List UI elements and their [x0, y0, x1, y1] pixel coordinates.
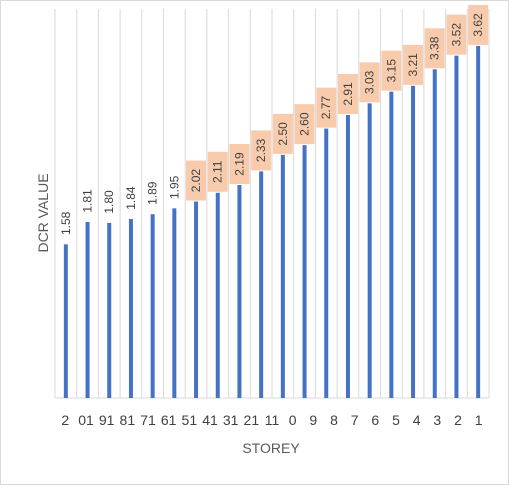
bar — [367, 103, 372, 399]
bar — [280, 154, 285, 398]
data-label: 2.33 — [254, 138, 268, 162]
data-label: 2.11 — [211, 160, 225, 183]
bar — [389, 91, 394, 398]
data-label-highlight — [186, 160, 207, 201]
x-tick-label: 8 — [330, 412, 338, 428]
data-label: 3.52 — [449, 23, 463, 47]
data-label: 1.89 — [146, 181, 160, 205]
data-label-highlight — [424, 28, 445, 69]
bar — [194, 201, 199, 398]
bar — [476, 45, 481, 399]
data-label-highlight — [359, 62, 380, 103]
data-label: 2.91 — [341, 82, 355, 106]
bar — [345, 115, 350, 398]
bar — [324, 128, 329, 398]
x-tick-label: 41 — [202, 412, 218, 428]
data-label: 2.50 — [276, 122, 290, 146]
x-tick-label: 3 — [433, 412, 441, 428]
x-tick-label: 0 — [289, 412, 297, 428]
data-label-highlight — [446, 14, 467, 55]
x-tick-label: 2 — [454, 412, 462, 428]
data-label-highlight — [207, 151, 228, 192]
gridlines — [54, 9, 490, 399]
data-label: 1.95 — [167, 175, 181, 199]
data-label-highlight — [294, 104, 315, 145]
bar — [237, 185, 242, 398]
data-label-highlight — [272, 113, 293, 154]
bar — [172, 208, 177, 398]
x-tick-label: 2 — [61, 412, 69, 428]
data-label-highlight — [316, 87, 337, 128]
bar — [107, 222, 112, 398]
data-label: 2.02 — [189, 169, 203, 193]
bar — [85, 221, 90, 398]
bar — [150, 214, 155, 398]
data-label-highlight — [468, 4, 489, 45]
x-tick-label: 01 — [78, 412, 94, 428]
data-label-highlight — [229, 144, 250, 185]
data-label: 2.77 — [319, 96, 333, 120]
x-tick-label: 11 — [265, 412, 280, 428]
bar — [63, 244, 68, 398]
data-label: 2.60 — [298, 112, 312, 136]
x-tick-label: 4 — [413, 412, 421, 428]
data-label: 3.15 — [384, 59, 398, 83]
bar — [215, 192, 220, 398]
x-tick-label: 31 — [223, 412, 239, 428]
x-tick-label: 51 — [182, 412, 198, 428]
data-label: 1.81 — [81, 189, 95, 213]
x-tick-label: 9 — [309, 412, 317, 428]
data-label: 1.58 — [59, 211, 73, 235]
bar — [302, 145, 307, 398]
x-tick-label: 1 — [475, 412, 483, 428]
bar — [411, 85, 416, 398]
data-label: 1.80 — [102, 190, 116, 214]
data-label-highlight — [403, 44, 424, 85]
bar — [259, 171, 264, 398]
bar — [432, 69, 437, 399]
x-tick-label: 5 — [392, 412, 400, 428]
x-axis-title: STOREY — [242, 440, 300, 456]
data-label-highlight — [337, 74, 358, 115]
data-label: 2.19 — [232, 152, 246, 176]
x-tick-label: 61 — [161, 412, 177, 428]
x-tick-label: 91 — [99, 412, 115, 428]
x-tick-label: 7 — [351, 412, 359, 428]
data-label: 3.21 — [406, 53, 420, 77]
data-labels: 1.58 1.81 1.80 1.84 1.89 1.95 2.02 2.11 2.19 2.33… — [59, 4, 489, 235]
x-tick-label: 71 — [140, 412, 156, 428]
data-label: 1.84 — [124, 186, 138, 210]
bar — [454, 55, 459, 399]
x-tick-label: 21 — [244, 412, 260, 428]
bars — [63, 45, 481, 399]
x-tick-labels: 2 01 91 81 71 61 51 41 31 21 11 0 9 8 7 6 5 4 3 2 1 — [61, 412, 482, 428]
x-tick-label: 6 — [371, 412, 379, 428]
y-axis-title: DCR VALUE — [35, 173, 51, 252]
x-tick-label: 81 — [120, 412, 136, 428]
data-label: 3.62 — [471, 13, 485, 37]
data-label: 3.38 — [428, 36, 442, 60]
data-label: 3.03 — [363, 70, 377, 94]
data-label-highlight — [381, 50, 402, 91]
bar — [128, 219, 133, 398]
data-label-highlight — [251, 130, 272, 171]
